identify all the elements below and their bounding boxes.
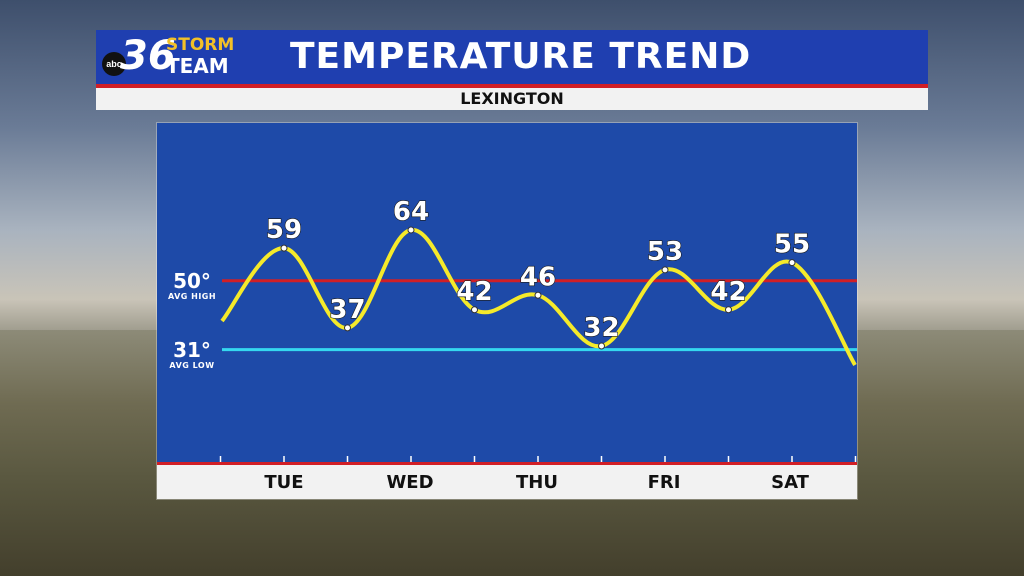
temperature-label: 59	[266, 215, 302, 245]
storm-logo-text: STORM	[166, 35, 235, 55]
chart-day-axis-bar	[157, 462, 857, 499]
abc-logo-icon: abc	[102, 52, 126, 76]
day-label-wed: WED	[386, 472, 434, 493]
temperature-point	[725, 306, 732, 314]
temperature-point	[788, 259, 796, 267]
temperature-label: 55	[774, 230, 810, 260]
temperature-point	[598, 342, 605, 350]
day-label-tue: TUE	[264, 472, 304, 493]
day-label-fri: FRI	[647, 472, 681, 493]
temperature-label: 32	[583, 313, 619, 343]
day-label-sat: SAT	[771, 472, 809, 493]
day-label-thu: THU	[516, 472, 558, 493]
temperature-label: 37	[329, 295, 365, 325]
avg-low-label: AVG LOW	[169, 361, 215, 370]
temperature-point	[280, 244, 288, 252]
chart-day-axis-divider	[157, 462, 857, 465]
avg-high-value: 50°	[173, 269, 211, 293]
avg-low-value: 31°	[173, 338, 211, 362]
temperature-label: 42	[456, 277, 492, 307]
temperature-label: 64	[393, 197, 429, 227]
temperature-chart: 59 37 64 42 46 32 53 42 55	[219, 196, 857, 462]
page-title: TEMPERATURE TREND	[290, 36, 752, 77]
temperature-point	[471, 306, 478, 314]
temperature-label: 46	[520, 262, 556, 292]
title-bar	[96, 30, 928, 84]
team-logo-text: TEAM	[166, 54, 229, 78]
location-label: LEXINGTON	[96, 88, 928, 110]
avg-high-label: AVG HIGH	[167, 292, 217, 301]
temperature-point	[344, 324, 351, 332]
avg-high-marker: 50° AVG HIGH	[162, 270, 222, 302]
temperature-label: 53	[647, 237, 683, 267]
temperature-label: 42	[710, 277, 746, 307]
temperature-point	[661, 266, 669, 274]
title-bar-divider	[96, 84, 928, 88]
temperature-point	[407, 226, 415, 234]
temperature-point	[534, 291, 542, 299]
avg-low-marker: 31° AVG LOW	[162, 339, 222, 371]
station-number-logo: 36	[120, 33, 176, 79]
chart-panel	[157, 123, 857, 499]
